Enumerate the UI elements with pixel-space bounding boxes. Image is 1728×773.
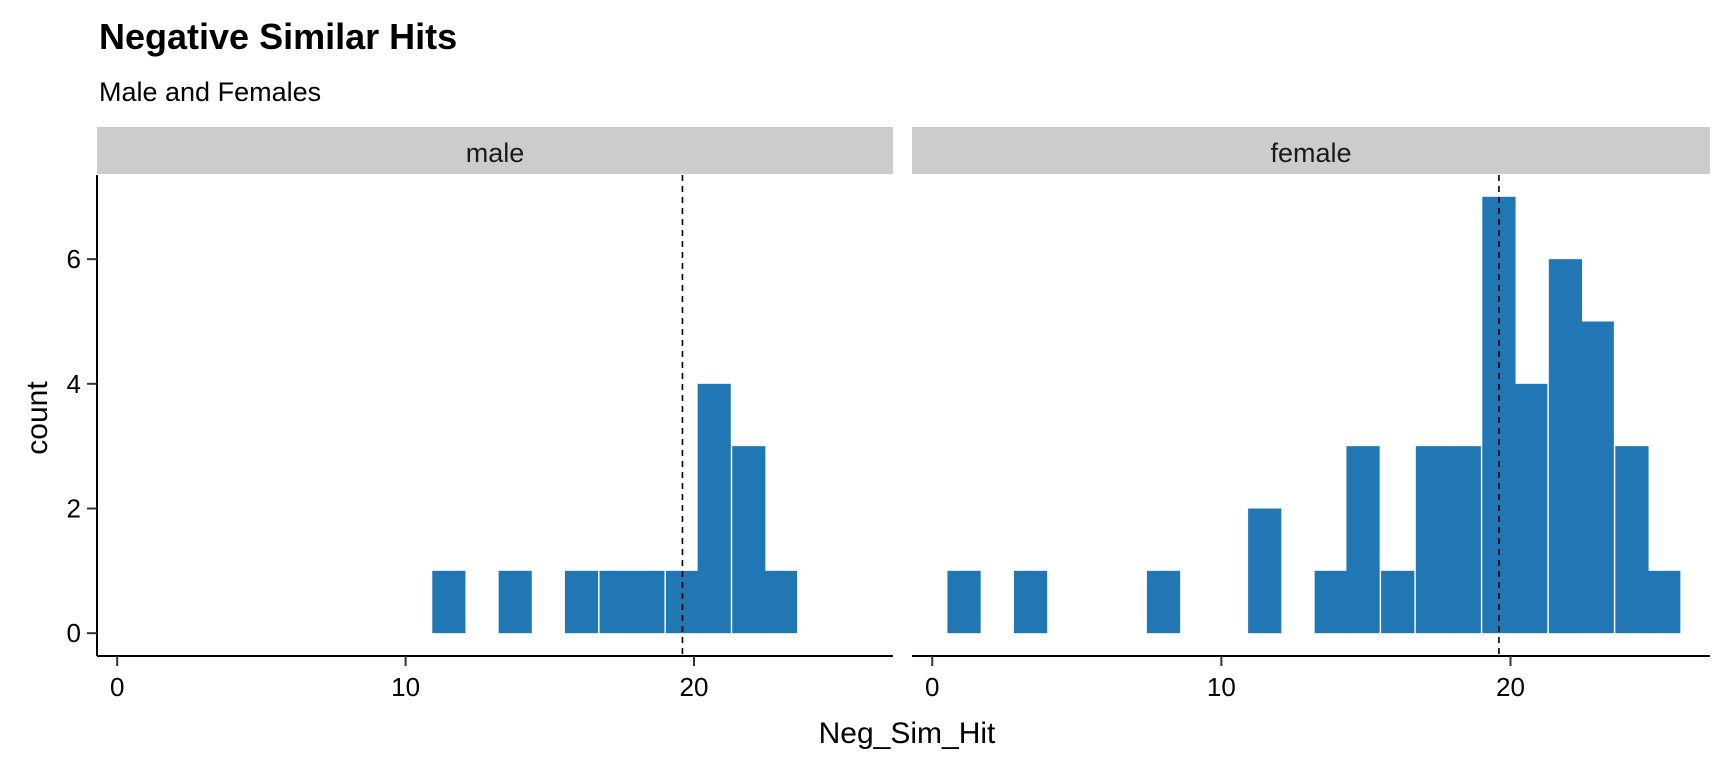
facet-strip-label-male: male	[466, 138, 525, 168]
histogram-bar	[1415, 446, 1450, 634]
histogram-bar	[1482, 196, 1516, 634]
y-tick-label: 4	[67, 369, 81, 399]
histogram-bar	[1381, 570, 1415, 634]
histogram-bar	[498, 570, 532, 634]
facet-strip-male	[97, 127, 893, 174]
histogram-bar	[1248, 508, 1282, 634]
histogram-bar	[1314, 570, 1348, 634]
histogram-bar	[1580, 321, 1614, 634]
histogram-bar	[564, 570, 599, 634]
x-tick-label: 10	[1207, 672, 1236, 702]
panel-female: female 0 10 20	[912, 127, 1710, 702]
histogram-bar	[1548, 259, 1583, 634]
facet-panels: male 0 10 20 0 2 4 6 female 0 10 20	[67, 127, 1710, 702]
x-tick-label: 20	[1496, 672, 1525, 702]
panel-male: male 0 10 20 0 2 4 6	[67, 127, 893, 702]
x-axis-title: Neg_Sim_Hit	[819, 717, 996, 750]
x-tick-label: 0	[925, 672, 939, 702]
histogram-bar	[1647, 570, 1681, 634]
histogram-bar	[432, 570, 466, 634]
y-tick-label: 2	[67, 494, 81, 524]
facet-strip-female	[912, 127, 1710, 174]
histogram-bar	[1346, 446, 1380, 634]
histogram-bar	[732, 446, 766, 634]
histogram-bar	[763, 570, 798, 634]
chart-title: Negative Similar Hits	[99, 16, 457, 57]
histogram-bar	[947, 570, 981, 634]
y-tick-label: 0	[67, 618, 81, 648]
chart-subtitle: Male and Females	[99, 77, 321, 107]
histogram-bar	[599, 570, 633, 634]
histogram-bar	[665, 570, 700, 634]
histogram-bar	[1146, 570, 1181, 634]
histogram-bar	[1447, 446, 1481, 634]
y-tick-label: 6	[67, 244, 81, 274]
x-tick-label: 10	[391, 672, 420, 702]
histogram-bar	[1514, 383, 1548, 634]
histogram-bar	[1013, 570, 1048, 634]
y-axis-title: count	[21, 381, 54, 455]
histogram-bar	[631, 570, 665, 634]
histogram-bar	[697, 383, 731, 634]
x-tick-label: 20	[680, 672, 709, 702]
histogram-bar	[1615, 446, 1649, 634]
x-tick-label: 0	[110, 672, 124, 702]
facet-strip-label-female: female	[1270, 138, 1351, 168]
